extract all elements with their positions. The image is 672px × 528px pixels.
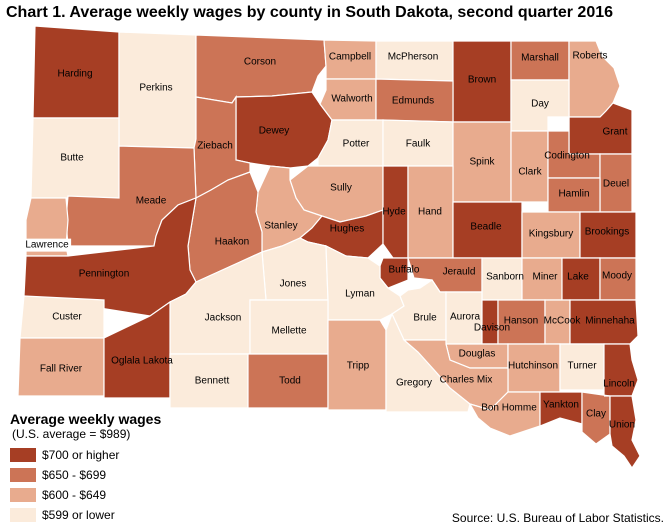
legend-label: $599 or lower — [42, 508, 115, 522]
county-label: Codington — [544, 151, 590, 162]
county-label: Walworth — [331, 94, 372, 105]
county-label: Harding — [57, 69, 92, 80]
county-label: Custer — [52, 312, 82, 323]
county-label: Douglas — [459, 349, 496, 360]
map-title: Chart 1. Average weekly wages by county … — [6, 4, 614, 21]
legend-label: $600 - $649 — [42, 488, 107, 502]
county-label: Jones — [280, 279, 307, 290]
legend: Average weekly wages (U.S. average = $98… — [10, 411, 161, 525]
county-label: Bon Homme — [481, 403, 537, 414]
county-label: Hanson — [504, 316, 538, 327]
county-label: Hyde — [382, 207, 406, 218]
legend-item: $700 or higher — [10, 445, 161, 465]
county-label: Hamlin — [558, 189, 589, 200]
county-label: Mellette — [271, 326, 306, 337]
county-label: Tripp — [347, 361, 370, 372]
legend-label: $700 or higher — [42, 448, 120, 462]
county-label: Lincoln — [603, 379, 635, 390]
legend-swatch — [10, 508, 36, 522]
legend-title: Average weekly wages — [10, 411, 162, 427]
label-background — [23, 238, 72, 252]
county-label: Jackson — [205, 313, 242, 324]
county-shape — [539, 391, 583, 427]
county-label: Brookings — [585, 227, 629, 238]
county-label: Hand — [418, 207, 442, 218]
county-shape — [569, 299, 639, 345]
county-label: Lyman — [345, 289, 375, 300]
county-label: McCook — [544, 316, 582, 327]
county-label: Pennington — [79, 269, 130, 280]
legend-subtitle: (U.S. average = $989) — [12, 427, 131, 441]
county-label: Fall River — [40, 364, 83, 375]
county-label: Yankton — [543, 400, 579, 411]
county-label: Potter — [343, 139, 370, 150]
county-label: Sully — [330, 183, 352, 194]
legend-label: $650 - $699 — [42, 468, 107, 482]
county-label: Dewey — [259, 126, 290, 137]
county-label: Brule — [413, 313, 437, 324]
county-label: Sanborn — [486, 272, 524, 283]
county-label: Ziebach — [197, 141, 233, 152]
legend-swatch — [10, 448, 36, 462]
county-label: Lawrence — [25, 240, 69, 251]
county-label: McPherson — [388, 52, 439, 63]
county-label: Lake — [567, 272, 589, 283]
county-label: Meade — [136, 196, 167, 207]
county-label: Hughes — [330, 224, 364, 235]
county-label: Spink — [469, 157, 495, 168]
source-note: Source: U.S. Bureau of Labor Statistics. — [451, 511, 664, 525]
county-label: Deuel — [603, 179, 629, 190]
county-label: Minnehaha — [585, 316, 635, 327]
legend-swatch — [10, 488, 36, 502]
county-label: Roberts — [572, 51, 607, 62]
county-label: Bennett — [195, 376, 230, 387]
county-label: Marshall — [521, 53, 559, 64]
county-shape — [103, 300, 171, 399]
county-label: Davison — [474, 323, 510, 334]
county-label: Beadle — [470, 222, 502, 233]
county-label: Butte — [60, 153, 84, 164]
county-label: Brown — [468, 75, 496, 86]
legend-swatch — [10, 468, 36, 482]
legend-item: $600 - $649 — [10, 485, 161, 505]
county-label: Grant — [602, 127, 627, 138]
county-label: Faulk — [406, 139, 431, 150]
county-label: Day — [531, 99, 549, 110]
county-shape — [604, 395, 641, 470]
county-label: Campbell — [329, 52, 371, 63]
county-label: Todd — [279, 376, 301, 387]
county-label: Miner — [532, 272, 558, 283]
county-label: Charles Mix — [440, 375, 493, 386]
county-label: Union — [609, 420, 635, 431]
county-label: Oglala Lakota — [111, 356, 173, 367]
county-label: Stanley — [264, 221, 297, 232]
county-label: Clark — [518, 167, 542, 178]
county-label: Gregory — [396, 378, 432, 389]
county-label: Kingsbury — [529, 229, 573, 240]
county-label: Aurora — [450, 312, 480, 323]
county-label: Corson — [244, 57, 276, 68]
county-label: Hutchinson — [508, 361, 558, 372]
county-label: Edmunds — [392, 96, 434, 107]
county-label: Buffalo — [389, 265, 420, 276]
legend-item: $599 or lower — [10, 505, 161, 525]
county-label: Jerauld — [443, 267, 476, 278]
county-label: Clay — [586, 409, 606, 420]
legend-item: $650 - $699 — [10, 465, 161, 485]
county-label: Perkins — [139, 83, 172, 94]
county-label: Turner — [567, 361, 597, 372]
county-label: Haakon — [215, 237, 249, 248]
county-label: Moody — [602, 271, 632, 282]
